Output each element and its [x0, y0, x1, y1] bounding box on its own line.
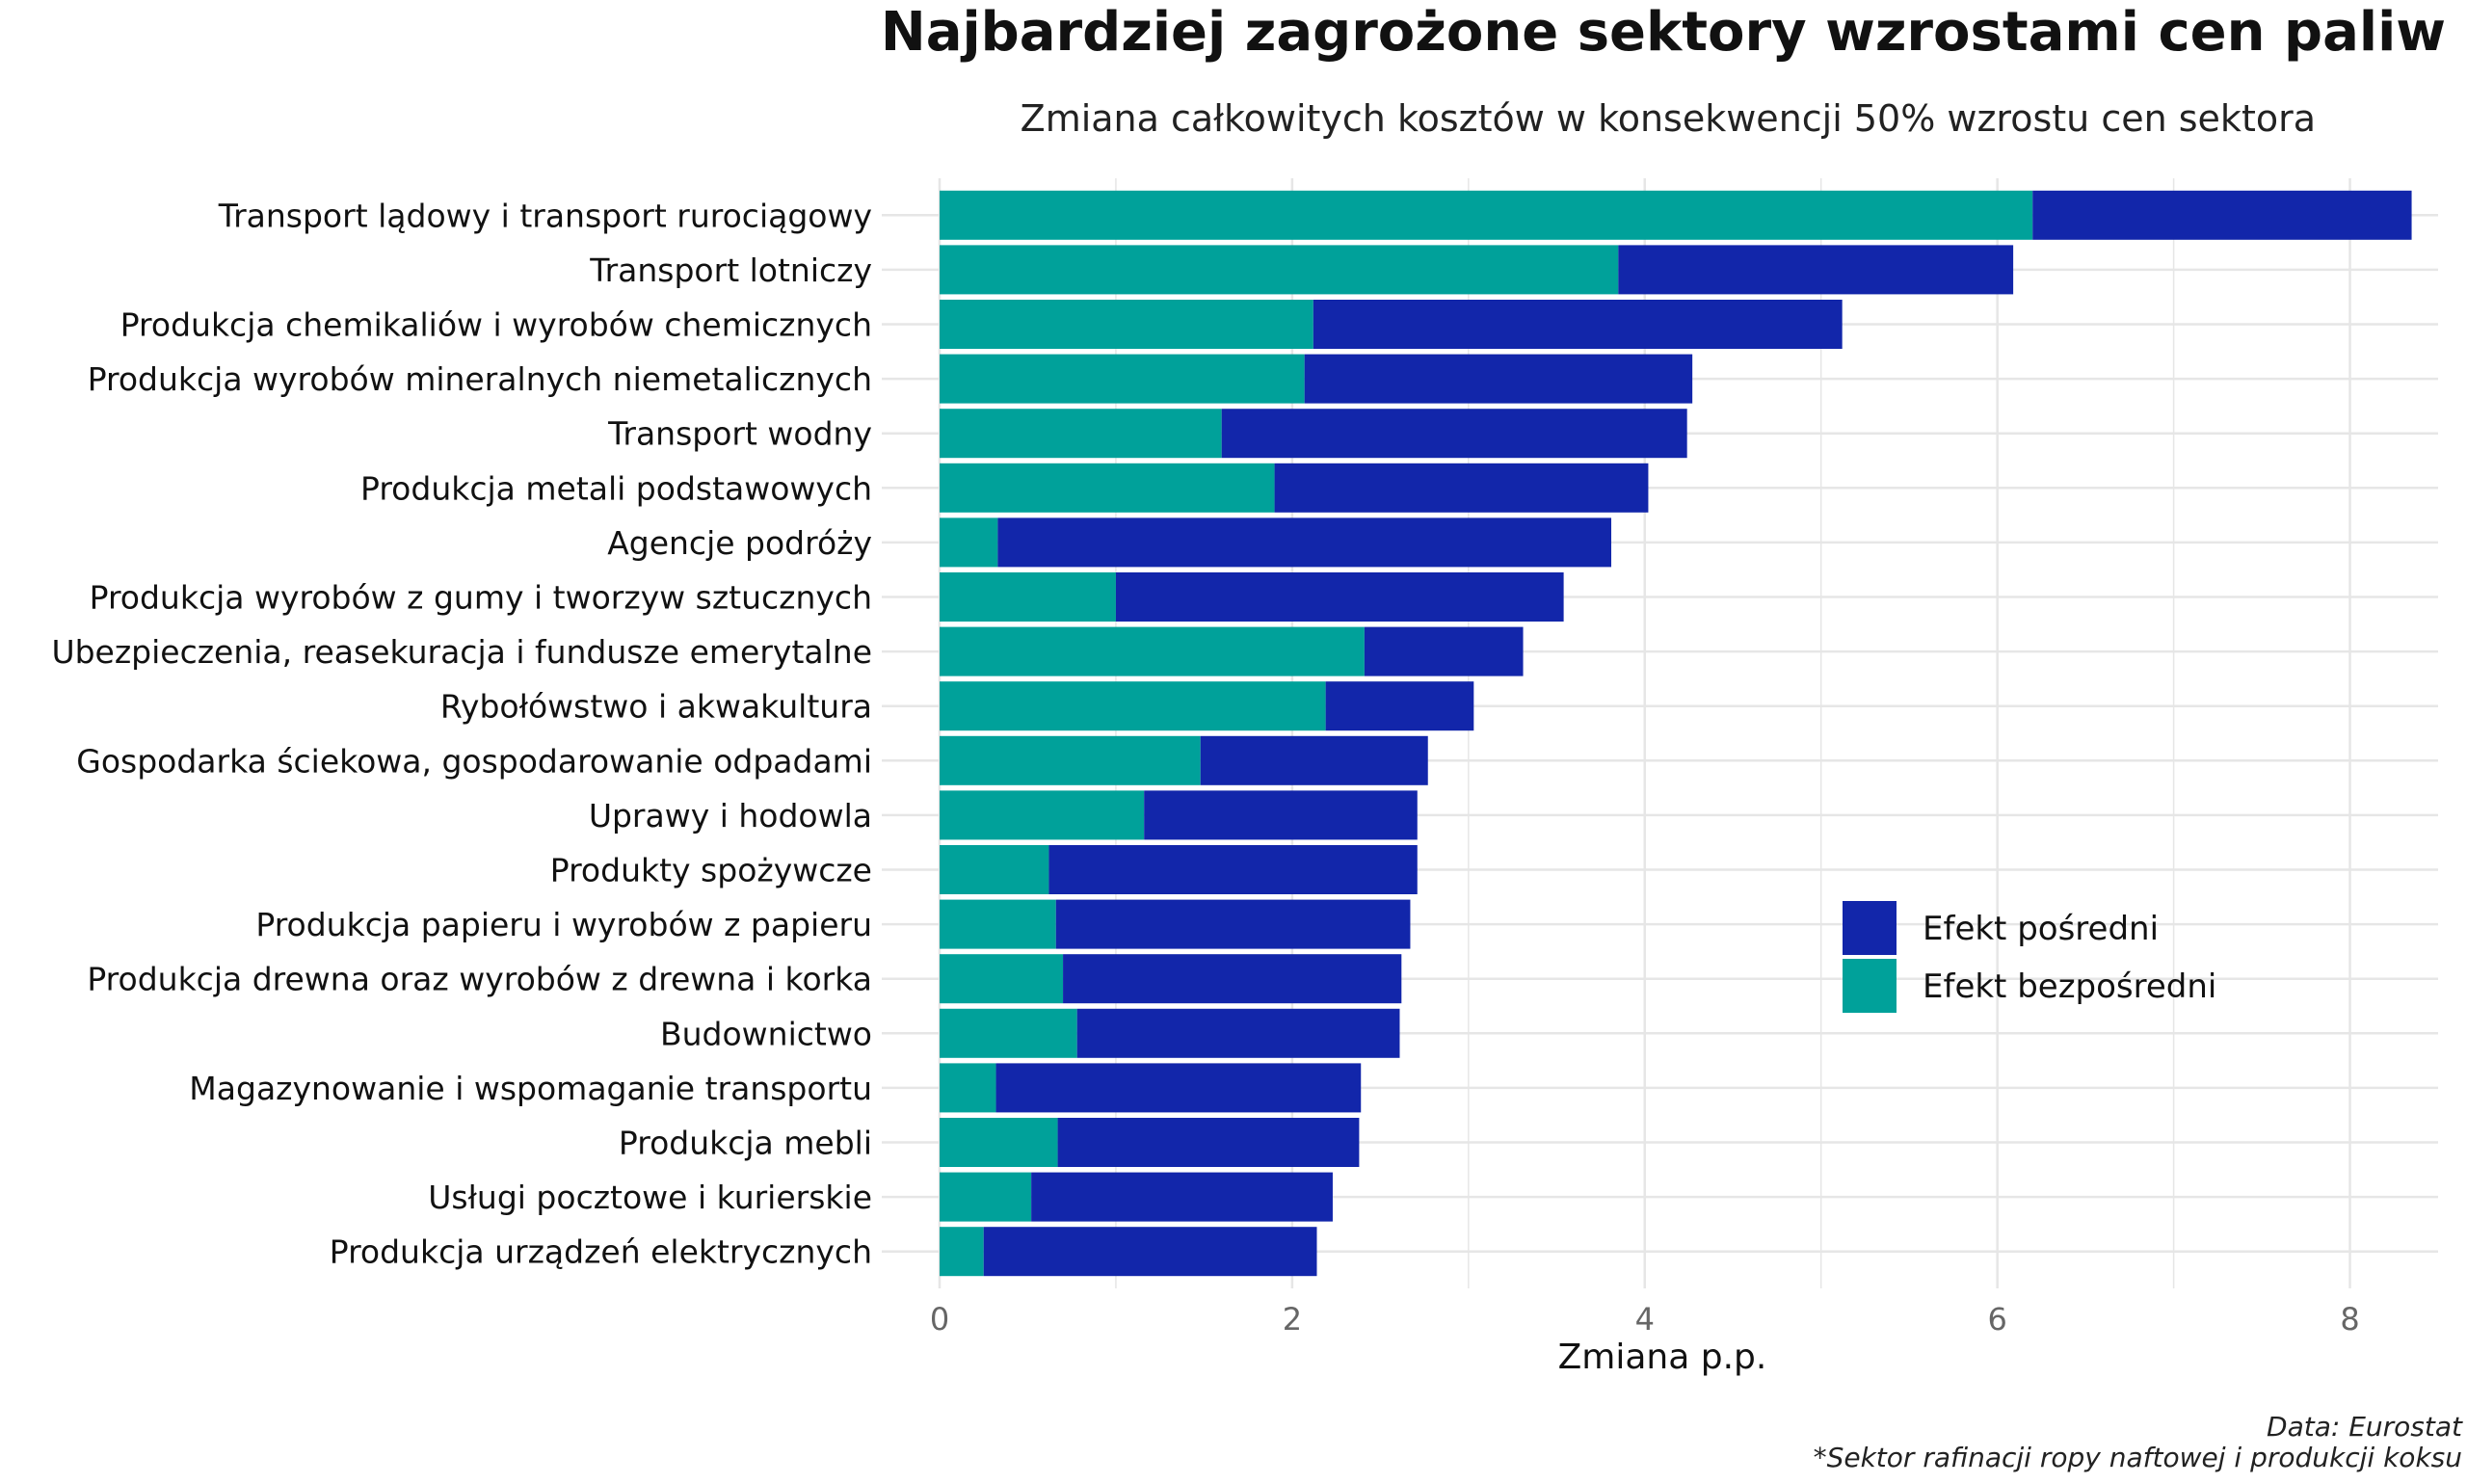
footnote: *Sektor rafinacji ropy naftowej i produk…	[1814, 1442, 2462, 1473]
bar-indirect-effect	[1076, 1008, 1400, 1058]
bar-direct-effect	[940, 354, 1305, 404]
legend-label: Efekt pośredni	[1923, 910, 2159, 948]
bar-indirect-effect	[1144, 790, 1418, 840]
bar-indirect-effect	[1115, 572, 1564, 622]
bar-indirect-effect	[2032, 190, 2412, 240]
bar-indirect-effect	[1055, 899, 1411, 949]
bar-indirect-effect	[983, 1227, 1317, 1277]
y-tick-label: Uprawy i hodowla	[589, 797, 872, 835]
bar-direct-effect	[940, 190, 2033, 240]
bar-direct-effect	[940, 899, 1056, 949]
x-tick-label: 0	[930, 1301, 949, 1338]
x-axis-title: Zmiana p.p.	[1558, 1338, 1767, 1377]
bar-indirect-effect	[1274, 463, 1649, 513]
bar-direct-effect	[940, 845, 1049, 894]
y-tick-label: Ubezpieczenia, reasekuracja i fundusze e…	[51, 633, 872, 671]
y-tick-label: Transport wodny	[607, 415, 872, 453]
bar-direct-effect	[940, 626, 1365, 676]
x-tick-label: 4	[1635, 1301, 1655, 1338]
bar-indirect-effect	[1313, 300, 1843, 349]
bar-direct-effect	[940, 300, 1313, 349]
bar-direct-effect	[940, 1118, 1058, 1167]
bar-indirect-effect	[1031, 1172, 1333, 1222]
y-tick-label: Produkcja urządzeń elektrycznych	[330, 1233, 872, 1271]
y-tick-label: Produkcja mebli	[619, 1125, 872, 1162]
bar-indirect-effect	[1304, 354, 1693, 404]
y-tick-label: Transport lądowy i transport rurociągowy	[218, 197, 872, 234]
y-tick-label: Budownictwo	[660, 1015, 872, 1052]
y-tick-label: Transport lotniczy	[589, 252, 872, 289]
bar-direct-effect	[940, 572, 1116, 622]
bar-indirect-effect	[1200, 735, 1428, 785]
bar-direct-effect	[940, 1172, 1032, 1222]
x-tick-label: 8	[2340, 1301, 2359, 1338]
bar-indirect-effect	[1057, 1118, 1360, 1167]
bar-direct-effect	[940, 1008, 1077, 1058]
bars	[940, 190, 2412, 1277]
y-tick-label: Agencje podróży	[607, 524, 872, 562]
y-tick-label: Gospodarka ściekowa, gospodarowanie odpa…	[76, 742, 872, 780]
bar-direct-effect	[940, 517, 998, 568]
bar-direct-effect	[940, 1063, 996, 1113]
x-axis-ticks: 0 2 4 6 8	[930, 1301, 2360, 1338]
y-tick-label: Produkcja wyrobów mineralnych niemetalic…	[88, 360, 872, 398]
y-tick-label: Magazynowanie i wspomaganie transportu	[189, 1070, 872, 1107]
bar-direct-effect	[940, 463, 1275, 513]
bar-indirect-effect	[995, 1063, 1362, 1113]
y-tick-label: Rybołówstwo i akwakultura	[440, 688, 872, 726]
bar-indirect-effect	[1048, 845, 1418, 894]
y-tick-label: Produkcja chemikaliów i wyrobów chemiczn…	[120, 306, 872, 344]
x-tick-label: 6	[1987, 1301, 2006, 1338]
y-tick-label: Produkcja drewna oraz wyrobów z drewna i…	[87, 961, 872, 998]
y-axis-labels: Transport lądowy i transport rurociągowy…	[51, 197, 872, 1270]
legend: Efekt pośredni Efekt bezpośredni	[1843, 901, 2216, 1013]
y-tick-label: Usługi pocztowe i kurierskie	[428, 1179, 872, 1216]
y-tick-label: Produkcja papieru i wyrobów z papieru	[255, 906, 872, 943]
bar-direct-effect	[940, 790, 1145, 840]
bar-direct-effect	[940, 681, 1326, 731]
legend-label: Efekt bezpośredni	[1923, 967, 2216, 1006]
y-tick-label: Produkty spożywcze	[550, 852, 872, 889]
y-tick-label: Produkcja wyrobów z gumy i tworzyw sztuc…	[90, 579, 872, 617]
chart-subtitle: Zmiana całkowitych kosztów w konsekwencj…	[1021, 97, 2316, 140]
bar-direct-effect	[940, 1227, 984, 1277]
bar-indirect-effect	[1618, 245, 2014, 295]
bar-indirect-effect	[997, 517, 1612, 568]
source-note: Data: Eurostat	[2267, 1411, 2463, 1443]
bar-direct-effect	[940, 245, 1619, 295]
y-tick-label: Produkcja metali podstawowych	[360, 469, 872, 507]
bar-indirect-effect	[1221, 409, 1687, 459]
bar-indirect-effect	[1325, 681, 1474, 731]
bar-indirect-effect	[1063, 954, 1402, 1004]
x-tick-label: 2	[1283, 1301, 1302, 1338]
bar-indirect-effect	[1364, 626, 1524, 676]
bar-direct-effect	[940, 409, 1222, 459]
bar-direct-effect	[940, 735, 1201, 785]
chart-title: Najbardziej zagrożone sektory wzrostami …	[881, 1, 2446, 64]
bar-direct-effect	[940, 954, 1064, 1004]
legend-swatch	[1843, 959, 1897, 1013]
legend-swatch	[1843, 901, 1897, 955]
